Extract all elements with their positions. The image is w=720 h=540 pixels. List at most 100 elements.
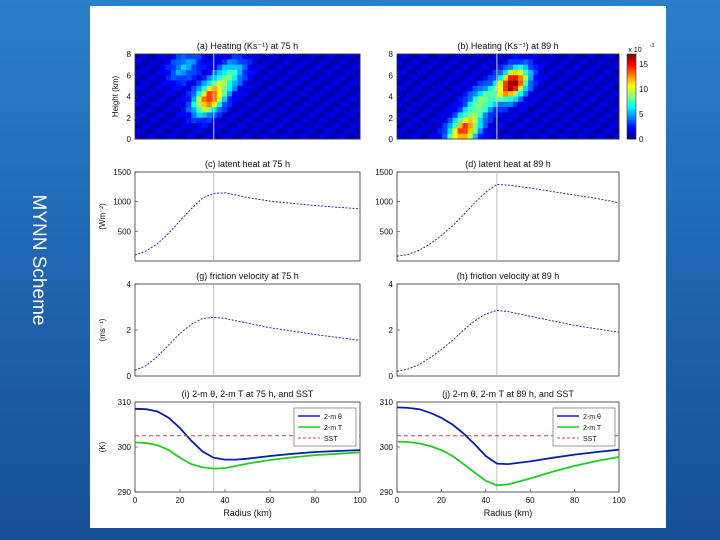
heatmap-cell: [492, 107, 499, 113]
heatmap-cell: [339, 69, 346, 76]
heatmap-cell: [598, 133, 605, 140]
heatmap-cell: [242, 107, 248, 113]
heatmap-cell: [563, 64, 569, 71]
heatmap-cell: [492, 101, 499, 108]
heatmap-cell: [603, 59, 610, 66]
heatmap-cell: [397, 54, 403, 60]
heatmap-cell: [563, 69, 569, 76]
heatmap-cell: [242, 101, 248, 108]
heatmap-cell: [593, 128, 600, 135]
heatmap-cell: [432, 75, 438, 81]
heatmap-cell: [329, 123, 335, 129]
heatmap-cell: [298, 59, 305, 66]
heatmap-cell: [135, 64, 141, 71]
heatmap-cell: [175, 96, 182, 103]
heatmap-cell: [482, 91, 489, 97]
heatmap-cell: [608, 107, 615, 113]
heatmap-cell: [155, 112, 161, 119]
heatmap-cell: [150, 128, 156, 135]
heatmap-cell: [543, 59, 549, 66]
heatmap-cell: [191, 96, 197, 103]
heatmap-cell: [608, 54, 615, 60]
colorbar-segment: [627, 75, 636, 78]
colorbar-segment: [627, 126, 636, 129]
heatmap-cell: [186, 123, 192, 129]
heatmap-cell: [598, 96, 605, 103]
heatmap-cell: [553, 101, 559, 108]
heatmap-cell: [472, 123, 479, 129]
heatmap-cell: [538, 96, 544, 103]
x-tick-label: 0: [395, 496, 400, 505]
heatmap-cell: [467, 64, 474, 71]
heatmap-cell: [303, 85, 310, 92]
heatmap-cell: [502, 54, 509, 60]
heatmap-cell: [242, 75, 248, 81]
plot-frame: [396, 171, 620, 262]
heatmap-cell: [329, 69, 335, 76]
colorbar-segment: [627, 115, 636, 119]
heatmap-cell: [608, 123, 615, 129]
heatmap-cell: [329, 117, 335, 124]
y-tick-label: 0: [389, 135, 394, 144]
x-tick-label: 40: [221, 496, 230, 505]
colorbar-tick-label: 5: [639, 110, 644, 119]
heatmap-cell: [518, 128, 524, 135]
heatmap-cell: [583, 112, 590, 119]
heatmap-cell: [150, 64, 156, 71]
heatmap-cell: [170, 112, 177, 119]
heatmap-cell: [603, 64, 610, 71]
heatmap-cell: [262, 64, 269, 71]
heatmap-cell: [278, 75, 284, 81]
heatmap-cell: [502, 133, 509, 140]
heatmap-cell: [603, 85, 610, 92]
heatmap-cell: [462, 80, 469, 87]
heatmap-cell: [221, 54, 228, 60]
heatmap-cell: [324, 117, 330, 124]
heatmap-cell: [278, 123, 284, 129]
heatmap-cell: [339, 123, 346, 129]
heatmap-cell: [497, 91, 504, 97]
heatmap-cell: [278, 117, 284, 124]
heatmap-cell: [313, 80, 320, 87]
heatmap-cell: [543, 112, 549, 119]
heatmap-cell: [482, 75, 489, 81]
colorbar-segment: [627, 58, 636, 61]
heatmap-cell: [293, 75, 300, 81]
heatmap-cell: [508, 112, 514, 119]
heatmap-cell: [553, 75, 559, 81]
heatmap-cell: [267, 107, 274, 113]
heatmap-cell: [196, 54, 202, 60]
heatmap-cell: [262, 91, 269, 97]
colorbar-segment: [627, 113, 636, 117]
heatmap-cell: [593, 75, 600, 81]
heatmap-cell: [417, 112, 423, 119]
x-tick-label: 80: [311, 496, 320, 505]
y-tick-label: 2: [127, 114, 132, 123]
heatmap-cell: [538, 85, 544, 92]
heatmap-cell: [487, 101, 494, 108]
heatmap-cell: [349, 75, 356, 81]
heatmap-cell: [242, 128, 248, 135]
heatmap-cell: [608, 101, 615, 108]
heatmap-cell: [216, 64, 223, 71]
heatmap-cell: [447, 128, 453, 135]
heatmap-cell: [573, 101, 580, 108]
heatmap-cell: [232, 69, 238, 76]
y-axis-label: Height (km): [111, 75, 120, 117]
heatmap-cell: [227, 107, 233, 113]
heatmap-cell: [354, 128, 361, 135]
heatmap-cell: [447, 101, 453, 108]
heatmap-cell: [457, 85, 463, 92]
heatmap-cell: [175, 117, 182, 124]
heatmap-cell: [344, 117, 351, 124]
heatmap-cell: [528, 101, 534, 108]
heatmap-cell: [135, 75, 141, 81]
heatmap-cell: [334, 54, 340, 60]
heatmap-cell: [462, 128, 469, 135]
figure-panel: (a) Heating (Ks⁻¹) at 75 h 0 2 4 6 8 Height (k…: [90, 6, 666, 528]
heatmap-cell: [513, 128, 519, 135]
heatmap-cell: [497, 69, 504, 76]
heatmap-cell: [518, 80, 524, 87]
heatmap-cell: [412, 128, 418, 135]
